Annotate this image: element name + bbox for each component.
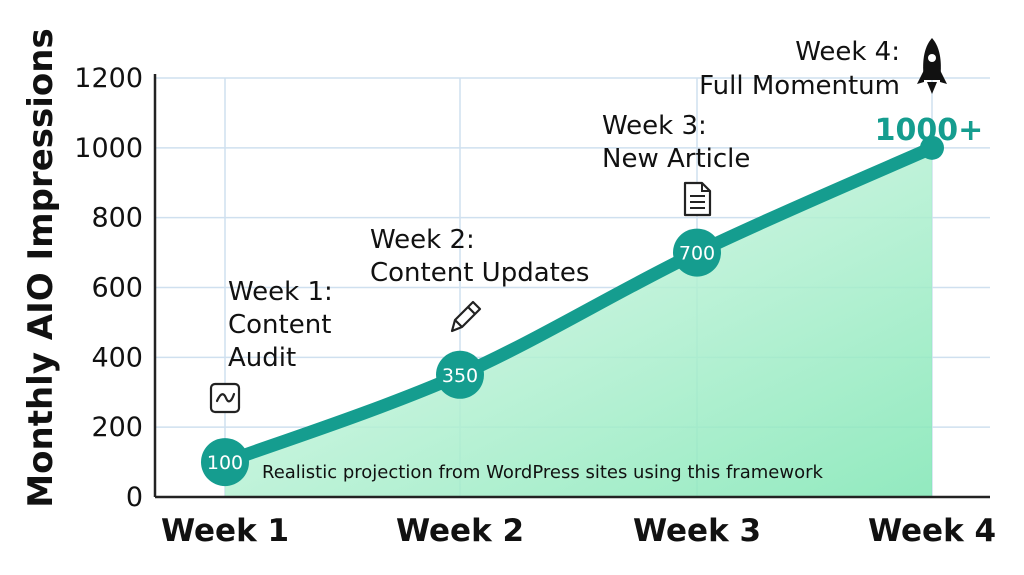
annotation-text: Content Updates xyxy=(370,258,589,288)
y-tick-label: 800 xyxy=(91,203,143,234)
annotation-text: Audit xyxy=(228,343,296,373)
annotation-text: Week 3: xyxy=(602,111,707,141)
annotation-text: Week 2: xyxy=(370,225,475,255)
x-tick-label: Week 2 xyxy=(396,513,524,549)
data-points: 100 350 700 1000+ xyxy=(201,113,984,487)
annotation-text: New Article xyxy=(602,144,750,174)
x-tick-labels: Week 1 Week 2 Week 3 Week 4 xyxy=(161,513,996,549)
data-label: 350 xyxy=(442,365,478,387)
axes xyxy=(153,74,990,499)
annotation-text: Week 4: xyxy=(795,37,900,67)
y-axis-label: Monthly AIO Impressions xyxy=(21,28,61,507)
data-label: 700 xyxy=(679,243,715,265)
y-tick-label: 1200 xyxy=(74,63,143,94)
document-icon xyxy=(683,181,712,217)
x-tick-label: Week 3 xyxy=(633,513,761,549)
annotation-text: Content xyxy=(228,310,331,340)
data-label-final: 1000+ xyxy=(875,113,984,148)
data-point xyxy=(436,350,484,399)
y-tick-label: 0 xyxy=(126,482,143,513)
annotation-text: Week 1: xyxy=(228,277,333,307)
projection-note: Realistic projection from WordPress site… xyxy=(262,462,823,483)
x-tick-label: Week 4 xyxy=(868,513,996,549)
y-tick-label: 400 xyxy=(91,342,143,373)
data-label: 100 xyxy=(207,452,243,474)
data-point xyxy=(201,438,249,487)
data-point xyxy=(673,228,721,277)
rocket-icon xyxy=(917,38,947,94)
y-tick-label: 1000 xyxy=(74,133,143,164)
data-point xyxy=(920,135,944,160)
x-tick-label: Week 1 xyxy=(161,513,289,549)
pencil-icon xyxy=(450,300,482,333)
y-tick-label: 200 xyxy=(91,412,143,443)
area-fill xyxy=(225,147,932,498)
series-line xyxy=(218,141,939,469)
chart-trend-icon xyxy=(209,382,241,414)
y-tick-labels: 0 200 400 600 800 1000 1200 xyxy=(74,63,143,513)
annotation-text: Full Momentum xyxy=(699,71,900,101)
y-tick-label: 600 xyxy=(91,273,143,304)
